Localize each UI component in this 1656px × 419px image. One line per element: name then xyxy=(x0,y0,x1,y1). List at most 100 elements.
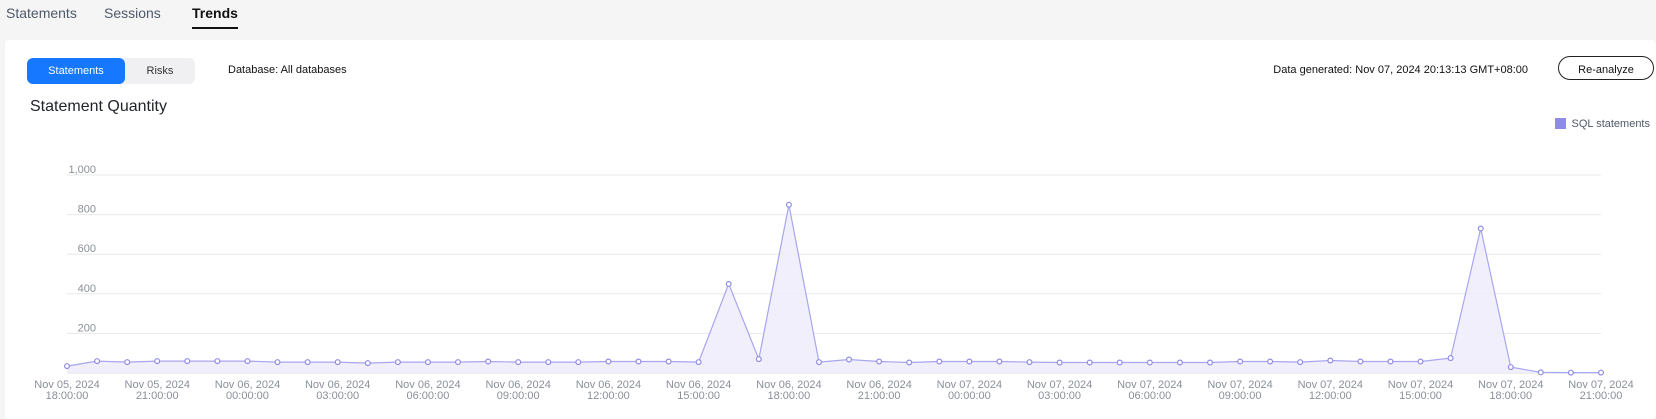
x-tick-label-time: 18:00:00 xyxy=(767,390,810,402)
x-tick-label-time: 15:00:00 xyxy=(1399,390,1442,402)
data-point xyxy=(455,359,462,366)
view-toggle: Statements Risks xyxy=(27,58,195,84)
y-tick-label: 1,000 xyxy=(68,164,96,176)
data-point xyxy=(1146,359,1153,366)
x-tick-label-time: 21:00:00 xyxy=(1580,390,1623,402)
data-point xyxy=(1597,369,1604,376)
data-point xyxy=(154,358,161,365)
data-point xyxy=(1116,359,1123,366)
data-point xyxy=(1417,358,1424,365)
x-tick-label-date: Nov 06, 2024 xyxy=(576,379,641,391)
x-tick-label-date: Nov 06, 2024 xyxy=(305,379,370,391)
x-tick-label-time: 21:00:00 xyxy=(136,390,179,402)
x-tick-label-date: Nov 06, 2024 xyxy=(666,379,731,391)
data-point xyxy=(424,359,431,366)
data-point xyxy=(575,359,582,366)
x-tick-label-date: Nov 06, 2024 xyxy=(756,379,821,391)
data-point xyxy=(725,280,732,287)
x-tick-label-time: 18:00:00 xyxy=(46,390,89,402)
data-point xyxy=(94,358,101,365)
x-tick-label-time: 03:00:00 xyxy=(1038,390,1081,402)
data-point xyxy=(485,358,492,365)
data-point xyxy=(184,358,191,365)
x-tick-label-time: 15:00:00 xyxy=(677,390,720,402)
data-point xyxy=(785,201,792,208)
data-point xyxy=(815,359,822,366)
data-point xyxy=(665,358,672,365)
data-point xyxy=(1176,359,1183,366)
y-tick-label: 600 xyxy=(78,243,96,255)
series-line xyxy=(66,204,1601,374)
x-tick-label-time: 12:00:00 xyxy=(1309,390,1352,402)
data-point xyxy=(1206,359,1213,366)
data-point xyxy=(274,359,281,366)
data-point xyxy=(695,359,702,366)
x-tick-label-date: Nov 07, 2024 xyxy=(1117,379,1182,391)
data-point xyxy=(1086,359,1093,366)
x-tick-label-date: Nov 06, 2024 xyxy=(846,379,911,391)
data-point xyxy=(936,358,943,365)
x-tick-label-date: Nov 07, 2024 xyxy=(937,379,1002,391)
data-point xyxy=(214,358,221,365)
data-point xyxy=(1327,357,1334,364)
x-tick-label-date: Nov 07, 2024 xyxy=(1388,379,1453,391)
data-point xyxy=(605,358,612,365)
data-point xyxy=(966,358,973,365)
data-point xyxy=(635,358,642,365)
statements-toggle-button[interactable]: Statements xyxy=(27,58,125,84)
data-point xyxy=(394,359,401,366)
y-tick-label: 400 xyxy=(78,283,96,295)
tab-trends[interactable]: Trends xyxy=(192,5,238,29)
data-point xyxy=(845,356,852,363)
data-point xyxy=(364,360,371,367)
data-point xyxy=(1267,358,1274,365)
x-tick-label-time: 06:00:00 xyxy=(407,390,450,402)
data-point xyxy=(1056,359,1063,366)
chart-title: Statement Quantity xyxy=(30,98,167,115)
x-tick-label-date: Nov 07, 2024 xyxy=(1478,379,1543,391)
x-tick-label-time: 00:00:00 xyxy=(226,390,269,402)
x-tick-label-time: 21:00:00 xyxy=(858,390,901,402)
data-point xyxy=(996,358,1003,365)
data-point xyxy=(1297,359,1304,366)
reanalyze-button[interactable]: Re-analyze xyxy=(1558,56,1654,80)
x-tick-label-time: 09:00:00 xyxy=(1219,390,1262,402)
x-tick-label-time: 00:00:00 xyxy=(948,390,991,402)
x-tick-label-date: Nov 07, 2024 xyxy=(1207,379,1272,391)
x-tick-label-date: Nov 07, 2024 xyxy=(1568,379,1633,391)
x-tick-label-date: Nov 05, 2024 xyxy=(34,379,99,391)
x-tick-label-time: 12:00:00 xyxy=(587,390,630,402)
x-tick-label-time: 09:00:00 xyxy=(497,390,540,402)
data-point xyxy=(906,359,913,366)
x-tick-label-time: 18:00:00 xyxy=(1489,390,1532,402)
tab-statements[interactable]: Statements xyxy=(6,5,77,21)
legend-label: SQL statements xyxy=(1571,118,1650,130)
data-point xyxy=(545,359,552,366)
data-point xyxy=(63,363,70,370)
x-tick-label-date: Nov 06, 2024 xyxy=(215,379,280,391)
legend-swatch xyxy=(1554,118,1566,129)
trends-card: Statements Risks Database: All databases… xyxy=(5,40,1656,419)
x-tick-label-date: Nov 07, 2024 xyxy=(1298,379,1363,391)
data-point xyxy=(876,358,883,365)
legend-item-sql-statements[interactable]: SQL statements xyxy=(1554,118,1650,130)
x-tick-label-date: Nov 06, 2024 xyxy=(395,379,460,391)
data-point xyxy=(1537,369,1544,376)
tab-sessions[interactable]: Sessions xyxy=(104,5,161,21)
data-point xyxy=(1477,225,1484,232)
data-point xyxy=(1026,359,1033,366)
x-tick-label-time: 03:00:00 xyxy=(316,390,359,402)
data-point xyxy=(334,359,341,366)
data-point xyxy=(304,359,311,366)
database-filter[interactable]: Database: All databases xyxy=(228,64,347,76)
data-point xyxy=(1237,358,1244,365)
data-point xyxy=(1387,358,1394,365)
x-tick-label-date: Nov 07, 2024 xyxy=(1027,379,1092,391)
data-generated-timestamp: Data generated: Nov 07, 2024 20:13:13 GM… xyxy=(1273,64,1528,76)
data-point xyxy=(1507,364,1514,371)
data-point xyxy=(124,359,131,366)
y-tick-label: 200 xyxy=(78,322,96,334)
risks-toggle-button[interactable]: Risks xyxy=(146,65,174,77)
x-tick-label-date: Nov 06, 2024 xyxy=(485,379,550,391)
